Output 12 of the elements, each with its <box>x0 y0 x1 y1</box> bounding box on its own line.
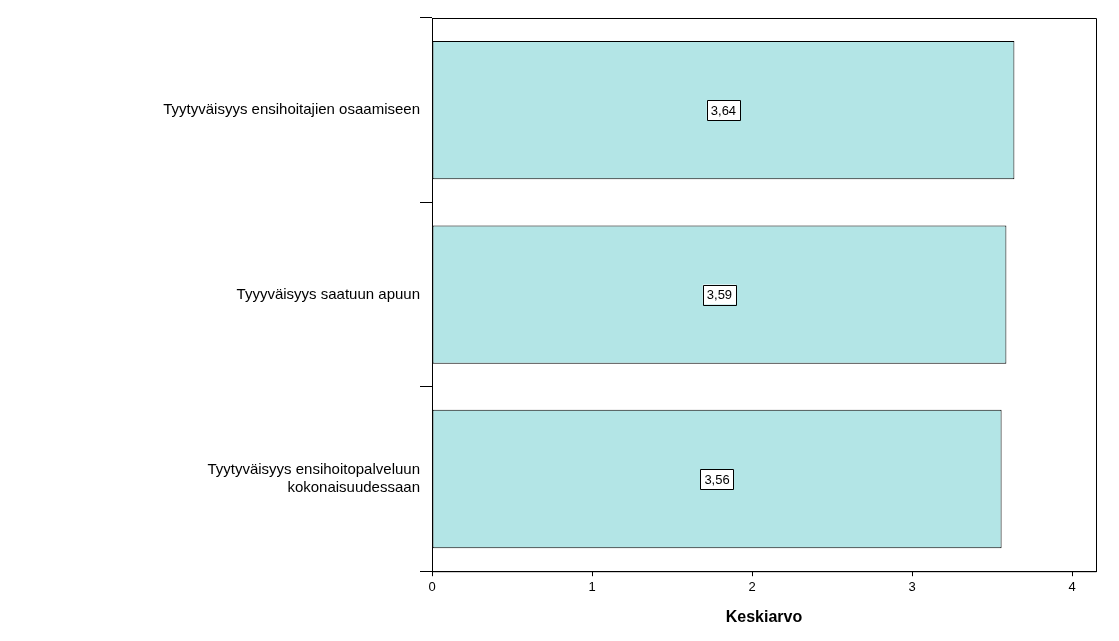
x-tick-label: 3 <box>908 578 916 594</box>
data-label: 3,59 <box>706 287 733 303</box>
y-tick-label: Tyytyväisyys ensihoitajien osaamiseen <box>163 100 420 118</box>
y-tick-label: Tyyyväisyys saatuun apuun <box>236 284 420 302</box>
x-axis-title: Keskiarvo <box>725 607 803 625</box>
x-tick-label: 4 <box>1068 578 1076 594</box>
data-label: 3,56 <box>704 471 730 487</box>
x-tick-label: 0 <box>428 578 436 594</box>
x-tick-label: 2 <box>748 578 756 594</box>
y-tick-label: Tyytyväisyys ensihoitopalveluun kokonaisuudessaan <box>207 460 420 496</box>
x-tick-label: 1 <box>588 578 596 594</box>
data-label: 3,64 <box>710 102 737 118</box>
